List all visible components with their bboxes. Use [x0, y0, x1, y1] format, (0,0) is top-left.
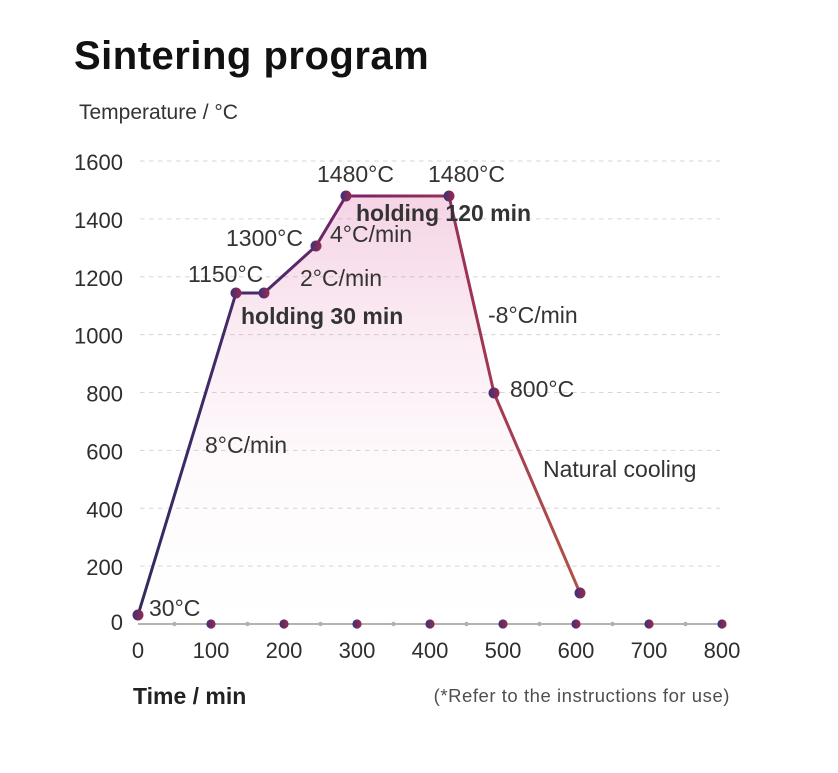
svg-text:0: 0 [111, 610, 123, 635]
svg-text:800: 800 [86, 382, 123, 407]
svg-text:0: 0 [132, 638, 144, 663]
svg-text:Temperature / °C: Temperature / °C [79, 101, 238, 124]
svg-text:600: 600 [86, 439, 123, 464]
svg-text:400: 400 [412, 638, 449, 663]
svg-text:1400: 1400 [74, 208, 123, 233]
svg-text:Sintering program: Sintering program [74, 34, 429, 78]
svg-text:100: 100 [193, 638, 230, 663]
svg-text:holding 120 min: holding 120 min [356, 200, 531, 226]
svg-text:1150°C: 1150°C [188, 261, 263, 287]
svg-text:200: 200 [86, 555, 123, 580]
svg-text:30°C: 30°C [149, 595, 200, 621]
svg-text:1000: 1000 [74, 324, 123, 349]
svg-text:1480°C: 1480°C [428, 161, 505, 187]
svg-text:Natural cooling: Natural cooling [543, 456, 696, 482]
svg-text:1600: 1600 [74, 150, 123, 175]
svg-text:1300°C: 1300°C [226, 225, 303, 251]
svg-text:200: 200 [266, 638, 303, 663]
svg-text:(*Refer to the instructions fo: (*Refer to the instructions for use) [434, 685, 730, 706]
svg-text:800: 800 [704, 638, 741, 663]
svg-text:-8°C/min: -8°C/min [488, 302, 578, 328]
svg-text:800°C: 800°C [510, 376, 574, 402]
svg-text:2°C/min: 2°C/min [300, 265, 382, 291]
svg-text:400: 400 [86, 497, 123, 522]
svg-text:500: 500 [485, 638, 522, 663]
svg-text:700: 700 [631, 638, 668, 663]
svg-text:300: 300 [339, 638, 376, 663]
svg-text:600: 600 [558, 638, 595, 663]
svg-text:8°C/min: 8°C/min [205, 432, 287, 458]
svg-text:1200: 1200 [74, 266, 123, 291]
svg-text:4°C/min: 4°C/min [330, 221, 412, 247]
svg-text:holding 30 min: holding 30 min [241, 303, 403, 329]
svg-text:Time / min: Time / min [133, 683, 246, 709]
svg-text:1480°C: 1480°C [317, 161, 394, 187]
